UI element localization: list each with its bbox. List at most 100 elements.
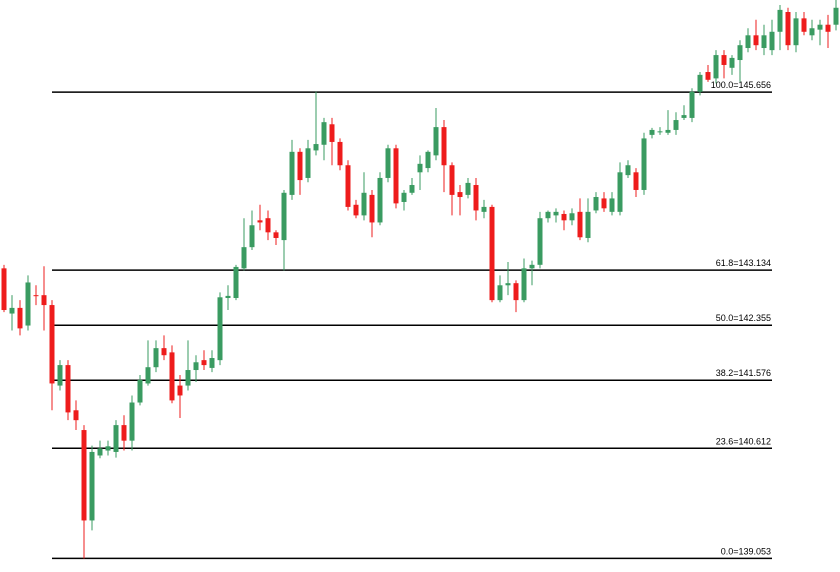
candle-body [585,211,591,238]
candle-body [201,360,207,366]
candle-body [161,348,167,356]
candle-body [233,266,239,299]
candle-body [665,129,671,133]
candle-body [385,148,391,178]
candle-body [105,446,111,451]
candle-body [273,232,279,238]
candle-body [193,362,199,371]
candle-body [417,163,423,173]
candle-body [361,192,367,216]
candle-body [449,165,455,195]
candle-body [649,129,655,135]
candle-body [793,18,799,46]
candle-body [625,165,631,176]
fib-level-label: 23.6=140.612 [716,436,771,446]
candle-body [345,165,351,207]
candle-body [545,211,551,219]
fib-level-label: 100.0=145.656 [711,80,771,90]
candle-body [817,24,823,30]
candle-body [513,283,519,301]
candle-body [137,379,143,403]
candle-body [377,177,383,223]
candle-body [145,367,151,384]
candle-body [337,141,343,166]
candle-body [409,185,415,193]
candle-body [425,151,431,169]
candle-body [209,358,215,368]
candle-body [569,213,575,221]
candle-body [49,305,55,384]
candle-body [785,12,791,46]
candle-body [521,268,527,301]
candle-body [529,264,535,269]
fib-level-label: 38.2=141.576 [716,368,771,378]
candle-body [393,148,399,204]
candle-body [97,448,103,456]
candle-body [249,225,255,248]
candle-body [601,198,607,209]
candle-body [497,285,503,301]
candle-body [609,198,615,212]
fib-level-label: 0.0=139.053 [721,546,771,556]
candle-body [329,124,335,142]
candle-body [305,148,311,178]
candle-body [553,211,559,216]
candle-body [81,430,87,521]
candle-body [561,213,567,221]
candle-body [593,197,599,211]
candle-body [657,131,663,133]
candle-body [825,24,831,32]
candle-body [169,352,175,401]
candle-body [401,192,407,202]
candle-body [441,127,447,166]
candle-body [473,185,479,211]
candle-body [489,206,495,301]
candle-body [465,182,471,195]
candle-body [353,204,359,216]
candle-body [729,57,735,68]
candle-body [57,365,63,386]
candle-body [481,206,487,212]
candle-body [537,218,543,265]
candle-body [801,18,807,32]
candle-body [313,144,319,151]
candle-body [17,307,23,329]
candle-body [721,55,727,65]
candle-body [241,247,247,269]
candle-body [577,211,583,238]
candle-body [257,220,263,223]
candle-body [433,127,439,156]
candle-body [41,295,47,306]
candle-body [1,268,7,311]
candle-body [9,307,15,314]
candle-body [185,370,191,386]
candle-body [457,192,463,198]
candle-body [617,172,623,212]
candle-body [697,74,703,92]
candle-body [809,28,815,36]
candle-body [177,385,183,396]
candle-body [113,425,119,452]
candle-body [713,55,719,79]
candle-body [761,35,767,49]
candle-body [281,192,287,241]
candle-body [225,295,231,299]
candle-body [369,194,375,223]
candle-body [689,91,695,118]
candle-body [777,9,783,32]
candle-body [321,122,327,145]
candle-body [121,425,127,441]
candle-body [289,151,295,195]
candle-body [25,282,31,326]
candle-body [73,410,79,421]
candle-body [737,45,743,61]
candle-body [129,402,135,441]
fib-level-label: 50.0=142.355 [716,313,771,323]
candle-body [673,120,679,130]
candle-body [833,7,839,25]
candle-body [681,115,687,118]
candle-body [633,172,639,190]
candle-body [65,365,71,413]
